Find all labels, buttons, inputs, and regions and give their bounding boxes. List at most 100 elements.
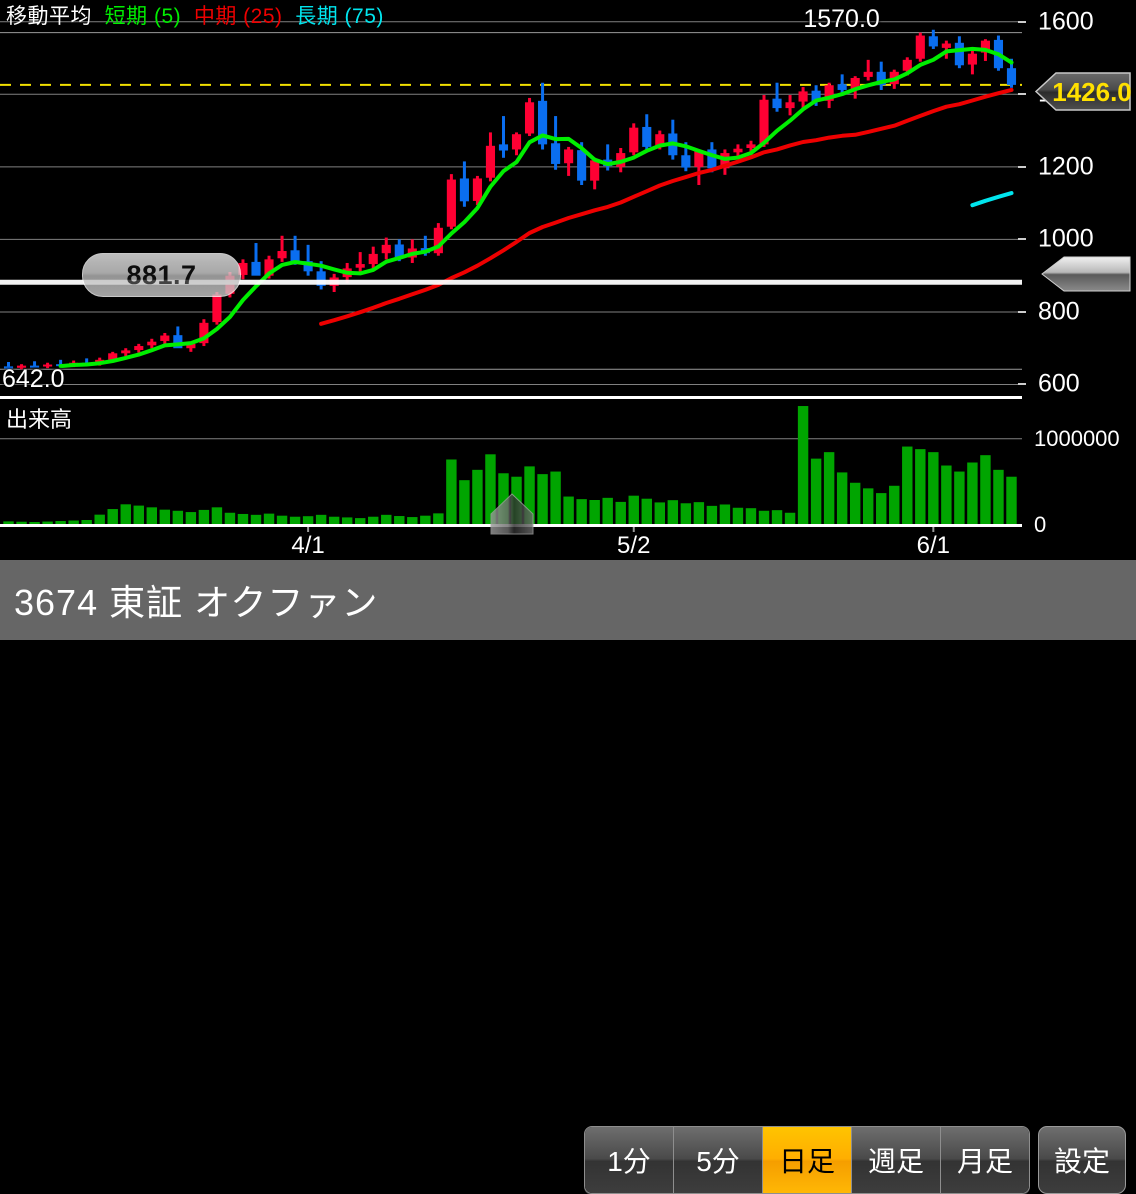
candle-body: [876, 71, 886, 86]
volume-bar: [954, 471, 965, 525]
candle-body: [824, 85, 834, 101]
interval-segmented-control[interactable]: 1分 5分 日足 週足 月足: [584, 1126, 1030, 1194]
candle-body: [590, 160, 600, 181]
volume-bar: [915, 449, 926, 525]
volume-bar: [16, 521, 27, 525]
volume-bar: [615, 501, 626, 525]
pane-separator-top: [0, 396, 1022, 399]
volume-bar: [472, 469, 483, 525]
candle-body: [381, 244, 391, 254]
volume-bar: [446, 459, 457, 525]
volume-bar: [719, 504, 731, 525]
interval-button-4[interactable]: 月足: [941, 1127, 1029, 1193]
chart-high-label: 1570.0: [803, 4, 880, 33]
ma-line-5: [58, 46, 1014, 369]
volume-bar: [902, 446, 913, 525]
volume-bar: [407, 517, 418, 525]
price-axis-label: 1200: [1038, 152, 1094, 181]
volume-bar: [498, 473, 509, 525]
candle-body: [941, 43, 951, 48]
candle-body: [915, 35, 925, 59]
candle-body: [967, 53, 977, 65]
moving-average-legend: 移動平均 短期 (5) 中期 (25) 長期 (75): [0, 0, 1028, 30]
volume-bar: [537, 474, 548, 525]
volume-bar: [758, 510, 770, 525]
candle-body: [277, 251, 287, 259]
candle-body: [446, 179, 456, 227]
volume-bar: [224, 512, 236, 525]
candle-body: [368, 253, 378, 265]
candle-body: [173, 335, 183, 349]
chart-low-label: 642.0: [2, 365, 65, 394]
volume-bar: [732, 507, 744, 525]
volume-bar: [889, 485, 900, 525]
interval-button-2[interactable]: 日足: [763, 1127, 852, 1193]
candle-body: [785, 102, 795, 109]
last-price-badge[interactable]: [1034, 72, 1132, 112]
volume-bar: [1006, 476, 1017, 525]
price-axis-label: 1000: [1038, 224, 1094, 253]
volume-bar: [81, 520, 92, 525]
candle-body: [433, 227, 443, 254]
volume-bar: [433, 513, 444, 525]
volume-bar: [198, 509, 210, 525]
legend-gap-1: [92, 3, 105, 27]
candle-body: [629, 127, 639, 153]
candle-body: [511, 134, 522, 150]
price-axis-label: 600: [1038, 369, 1080, 398]
volume-bar: [876, 493, 887, 525]
volume-axis-label: 0: [1034, 512, 1047, 537]
crosshair-axis-flag[interactable]: [1040, 256, 1132, 292]
candle-body: [863, 71, 873, 77]
volume-bar: [654, 502, 666, 525]
price-axis-tick: [1018, 238, 1026, 241]
candle-body: [798, 91, 808, 102]
volume-bar: [263, 513, 275, 525]
candle-body: [316, 271, 326, 286]
price-chart-pane[interactable]: [0, 0, 1022, 399]
price-axis-tick: [1018, 310, 1026, 313]
volume-bar: [993, 469, 1004, 525]
volume-bar: [576, 499, 587, 525]
candle-body: [538, 100, 548, 145]
candle-body: [928, 36, 938, 47]
candle-body: [459, 178, 469, 202]
volume-bar: [836, 472, 848, 525]
volume-bar: [302, 516, 314, 525]
volume-bar: [289, 516, 301, 525]
candle-body: [564, 149, 574, 164]
settings-button[interactable]: 設定: [1038, 1126, 1126, 1194]
volume-chart-svg: [0, 406, 1022, 525]
volume-bar: [341, 517, 353, 525]
interval-button-1[interactable]: 5分: [674, 1127, 763, 1193]
date-tick-label: 4/1: [291, 532, 324, 559]
candle-body: [681, 155, 691, 168]
volume-bar: [368, 516, 379, 525]
interval-button-0[interactable]: 1分: [585, 1127, 674, 1193]
volume-bar: [563, 496, 574, 525]
volume-bar: [628, 495, 639, 525]
volume-bar: [29, 521, 40, 525]
volume-bar: [420, 515, 431, 525]
volume-bar: [381, 514, 392, 525]
volume-bar: [120, 504, 131, 525]
candle-body: [707, 149, 717, 169]
candle-body: [954, 42, 964, 66]
legend-gap-3: [283, 3, 296, 27]
legend-gap-2: [181, 3, 194, 27]
volume-drag-handle[interactable]: [489, 492, 535, 536]
candle-body: [186, 343, 196, 349]
volume-bar: [250, 514, 262, 525]
candle-body: [1006, 68, 1017, 85]
volume-bar: [784, 512, 796, 525]
crosshair-price-pill[interactable]: 881.7: [82, 253, 241, 297]
candle-body: [642, 126, 652, 147]
interval-button-3[interactable]: 週足: [852, 1127, 941, 1193]
candle-body: [655, 134, 665, 147]
candle-body: [485, 145, 496, 178]
candle-body: [837, 84, 847, 90]
price-axis-label: 1600: [1038, 7, 1094, 36]
ma-line-25: [319, 87, 1014, 326]
date-tick-label: 6/1: [917, 532, 950, 559]
volume-bar: [550, 471, 561, 525]
